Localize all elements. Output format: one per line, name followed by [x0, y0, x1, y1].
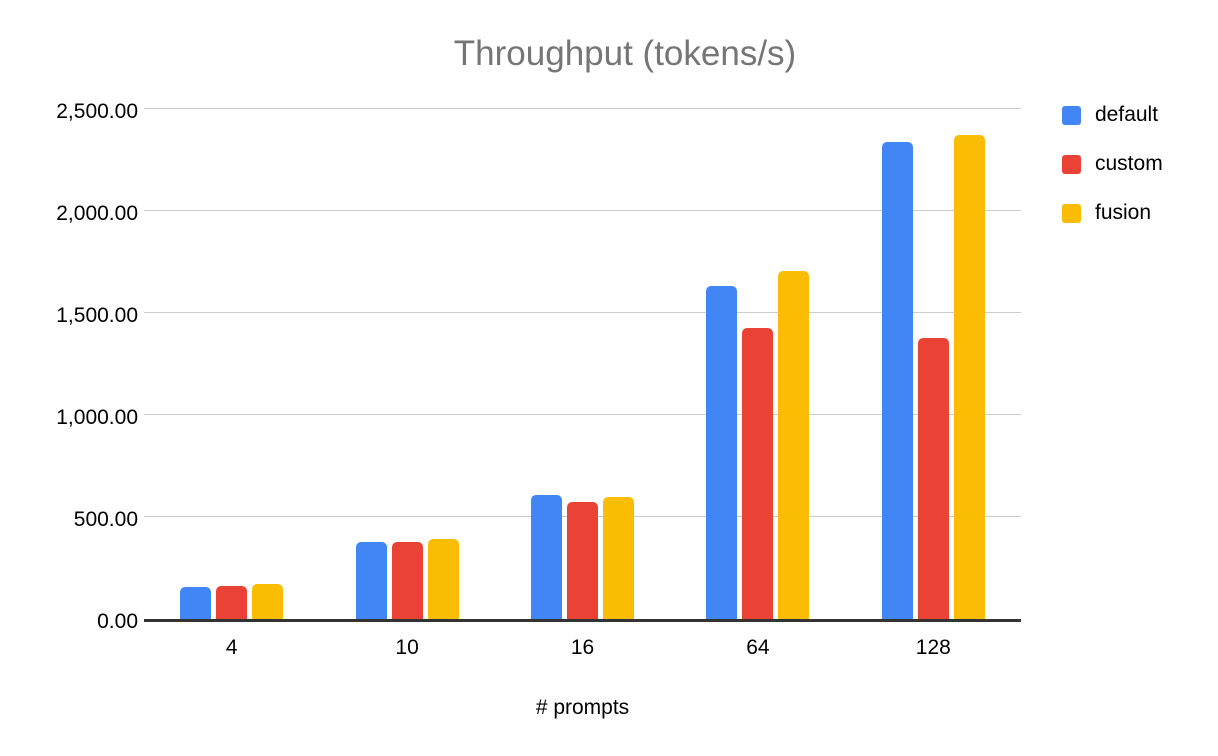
y-tick-label: 0.00	[97, 610, 138, 633]
bar-default-64[interactable]	[706, 286, 738, 619]
bar-groups	[144, 112, 1021, 619]
legend-swatch-icon	[1062, 154, 1081, 174]
bar-fusion-64[interactable]	[778, 271, 810, 619]
y-tick-label: 1,500.00	[56, 304, 138, 327]
y-axis: 0.00 500.00 1,000.00 1,500.00 2,000.00 2,500.…	[0, 100, 138, 633]
legend-label: default	[1095, 103, 1159, 126]
x-tick-label: 4	[225, 636, 238, 659]
y-tick-label: 500.00	[73, 508, 138, 531]
gridline	[144, 312, 1021, 313]
legend-swatch-icon	[1062, 203, 1081, 223]
bar-fusion-16[interactable]	[603, 497, 635, 619]
bar-default-16[interactable]	[531, 494, 563, 619]
x-tick-label: 10	[395, 636, 419, 659]
bar-custom-128[interactable]	[917, 338, 949, 619]
legend-label: custom	[1095, 152, 1163, 175]
legend: default custom fusion	[1062, 103, 1163, 250]
bar-custom-4[interactable]	[216, 585, 248, 619]
gridline	[144, 108, 1021, 109]
bar-default-10[interactable]	[355, 542, 387, 619]
bar-group-64	[670, 112, 845, 619]
chart-title: Throughput (tokens/s)	[453, 34, 797, 73]
bar-custom-64[interactable]	[742, 328, 774, 619]
bar-fusion-10[interactable]	[427, 539, 459, 619]
legend-item-fusion[interactable]: fusion	[1062, 201, 1163, 225]
bar-group-4	[144, 112, 319, 619]
legend-item-default[interactable]: default	[1062, 103, 1163, 127]
y-tick-label: 2,000.00	[56, 202, 138, 225]
bar-custom-10[interactable]	[391, 541, 423, 619]
bar-default-128[interactable]	[881, 142, 913, 619]
x-axis-title: # prompts	[535, 696, 630, 719]
x-tick-label: 128	[915, 636, 951, 659]
legend-swatch-icon	[1062, 105, 1081, 125]
x-axis: 4 10 16 64 128	[144, 636, 1021, 660]
x-tick-label: 16	[570, 636, 595, 659]
legend-item-custom[interactable]: custom	[1062, 152, 1163, 176]
bar-group-16	[495, 112, 670, 619]
gridline	[144, 210, 1021, 211]
y-tick-label: 1,000.00	[56, 406, 138, 429]
y-tick-label: 2,500.00	[56, 100, 138, 123]
plot-area	[144, 108, 1021, 622]
bar-group-128	[846, 112, 1021, 619]
bar-fusion-128[interactable]	[953, 135, 985, 619]
bar-default-4[interactable]	[180, 586, 212, 619]
bar-group-10	[319, 112, 494, 619]
x-tick-label: 64	[746, 636, 770, 659]
legend-label: fusion	[1095, 201, 1152, 224]
bar-fusion-4[interactable]	[252, 583, 284, 619]
gridline	[144, 414, 1021, 415]
bar-custom-16[interactable]	[567, 502, 599, 619]
